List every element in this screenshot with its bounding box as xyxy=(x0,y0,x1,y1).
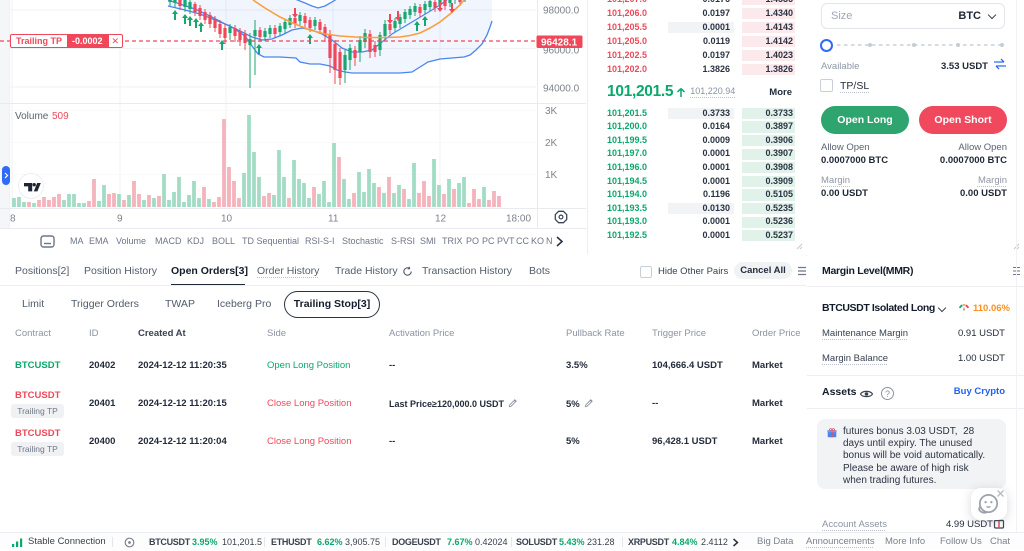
svg-text:12: 12 xyxy=(435,214,447,225)
svg-text:509: 509 xyxy=(52,111,69,122)
svg-text:96000.0: 96000.0 xyxy=(543,46,580,57)
svg-text:96428.1: 96428.1 xyxy=(541,38,578,49)
svg-text:9: 9 xyxy=(117,214,123,225)
svg-text:Volume: Volume xyxy=(15,111,49,122)
svg-text:3K: 3K xyxy=(545,106,558,117)
svg-text:18:00: 18:00 xyxy=(506,214,531,225)
svg-text:2K: 2K xyxy=(545,138,558,149)
svg-text:11: 11 xyxy=(328,214,339,225)
svg-text:8: 8 xyxy=(10,214,16,225)
svg-text:1K: 1K xyxy=(545,170,558,181)
svg-text:10: 10 xyxy=(221,214,233,225)
svg-text:98000.0: 98000.0 xyxy=(543,6,580,17)
svg-text:94000.0: 94000.0 xyxy=(543,84,580,95)
